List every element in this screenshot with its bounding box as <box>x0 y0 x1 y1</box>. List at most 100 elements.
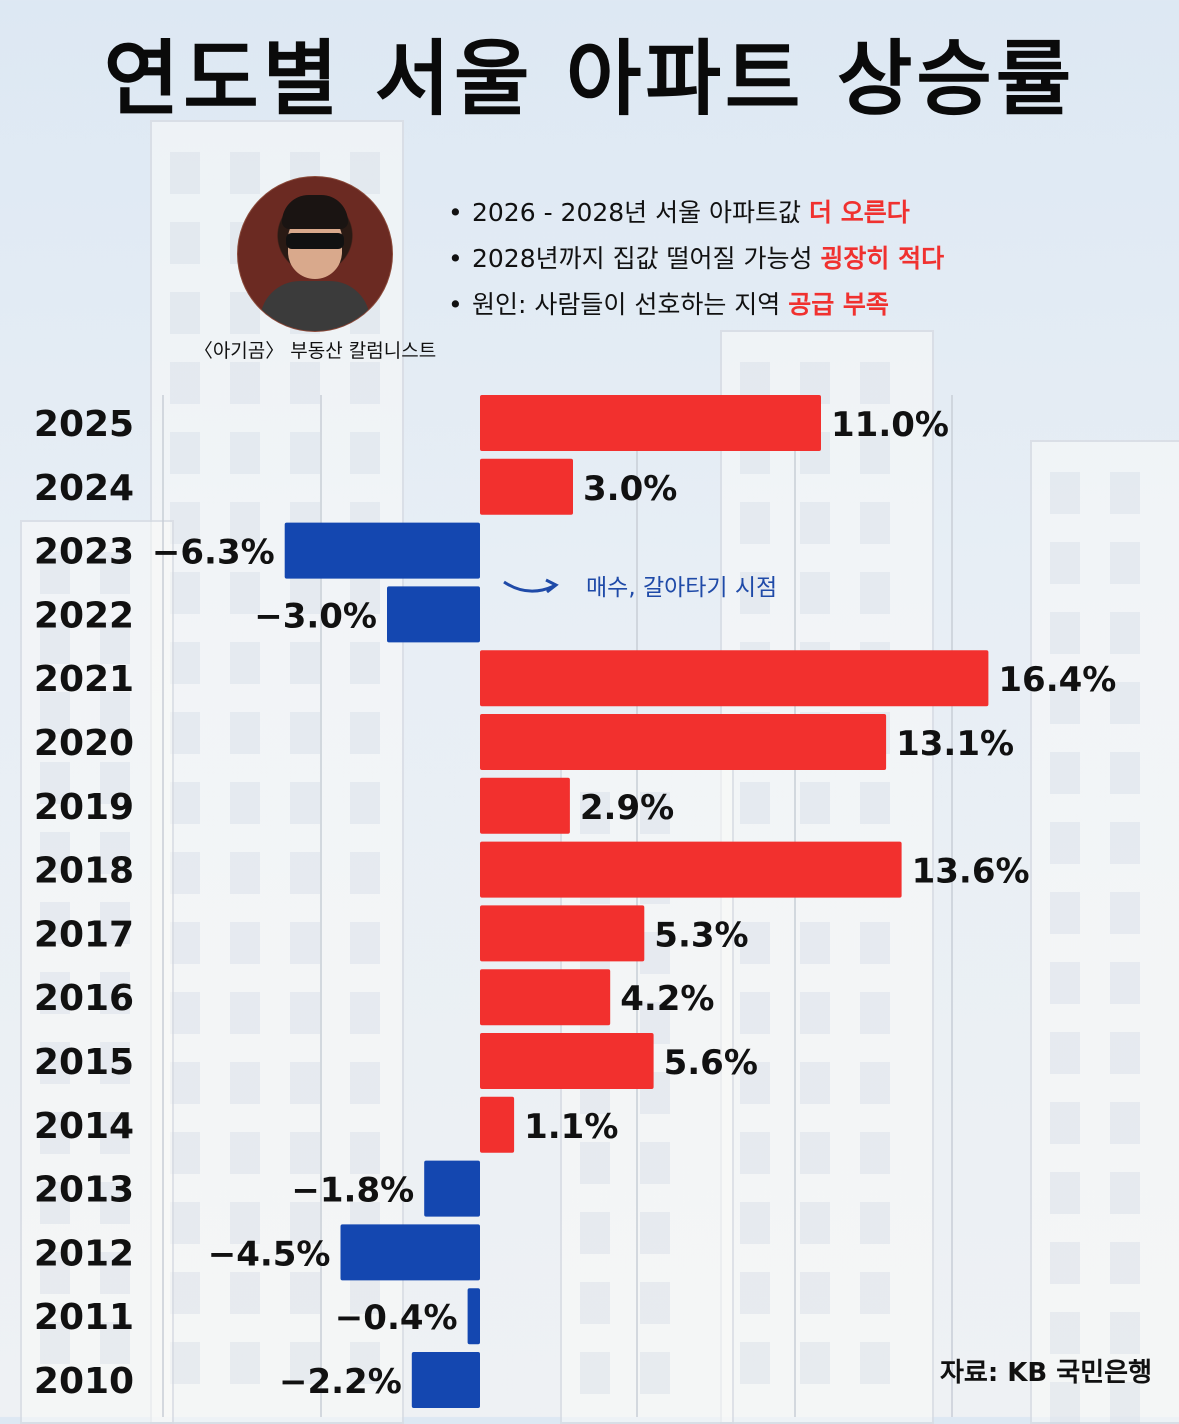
building-window <box>1110 1242 1140 1284</box>
bar-2010 <box>411 1352 480 1408</box>
building-window <box>290 572 320 614</box>
building-window <box>290 992 320 1034</box>
building-window <box>1050 822 1080 864</box>
bar-2025 <box>480 395 821 451</box>
value-label: −0.4% <box>335 1298 458 1338</box>
year-label: 2022 <box>34 595 134 636</box>
building-window <box>170 992 200 1034</box>
building-window <box>580 1282 610 1324</box>
value-label: 3.0% <box>583 469 677 509</box>
building-window <box>100 1042 130 1084</box>
building-window <box>170 1272 200 1314</box>
building-window <box>40 1252 70 1294</box>
building-window <box>290 782 320 824</box>
year-label: 2014 <box>34 1106 134 1147</box>
building-window <box>170 1202 200 1244</box>
building-window <box>580 1352 610 1394</box>
building-window <box>170 712 200 754</box>
value-label: 13.1% <box>896 724 1014 764</box>
building-window <box>860 572 890 614</box>
building-window <box>290 1342 320 1384</box>
building-window <box>580 792 610 834</box>
building-window <box>580 1142 610 1184</box>
building-window <box>290 362 320 404</box>
building-window <box>100 1182 130 1224</box>
key-points-list: • 2026 - 2028년 서울 아파트값 더 오른다 • 2028년까지 집값 … <box>448 190 944 328</box>
year-label: 2021 <box>34 659 134 700</box>
building-window <box>230 642 260 684</box>
value-label: −6.3% <box>152 533 275 573</box>
building-window <box>1050 962 1080 1004</box>
building-window <box>230 1132 260 1174</box>
building-window <box>1050 752 1080 794</box>
building-window <box>1050 682 1080 724</box>
building-window <box>230 152 260 194</box>
building-window <box>860 1342 890 1384</box>
building-window <box>740 922 770 964</box>
bar-2020 <box>480 714 887 770</box>
building-window <box>860 1202 890 1244</box>
building-window <box>40 832 70 874</box>
building-window <box>800 1272 830 1314</box>
building-window <box>1050 1242 1080 1284</box>
building-window <box>1110 752 1140 794</box>
building-window <box>230 572 260 614</box>
building-window <box>800 1342 830 1384</box>
building-window <box>860 1062 890 1104</box>
building-window <box>350 852 380 894</box>
building-window <box>1110 472 1140 514</box>
building-window <box>40 1112 70 1154</box>
value-label: 5.3% <box>654 915 748 955</box>
building-window <box>350 642 380 684</box>
bar-2019 <box>480 777 570 834</box>
building-window <box>1050 1102 1080 1144</box>
building-window <box>800 992 830 1034</box>
building-window <box>1050 472 1080 514</box>
background-building <box>1030 440 1179 1424</box>
building-window <box>100 552 130 594</box>
building-window <box>860 992 890 1034</box>
building-window <box>640 1212 670 1254</box>
building-window <box>740 1132 770 1174</box>
building-window <box>170 1062 200 1104</box>
building-window <box>170 362 200 404</box>
building-window <box>1110 1312 1140 1354</box>
building-window <box>640 1352 670 1394</box>
building-window <box>100 692 130 734</box>
bar-2023 <box>284 522 480 579</box>
building-window <box>740 1202 770 1244</box>
building-window <box>290 712 320 754</box>
building-window <box>1050 1032 1080 1074</box>
value-label: 4.2% <box>620 979 714 1019</box>
building-window <box>740 1062 770 1104</box>
year-label: 2024 <box>34 468 134 509</box>
building-window <box>1050 892 1080 934</box>
building-window <box>1050 1172 1080 1214</box>
building-window <box>170 432 200 474</box>
building-window <box>860 782 890 824</box>
building-window <box>800 502 830 544</box>
building-window <box>290 1132 320 1174</box>
building-window <box>40 1182 70 1224</box>
building-window <box>800 1132 830 1174</box>
building-window <box>40 552 70 594</box>
building-window <box>230 1062 260 1104</box>
bar-2022 <box>387 586 480 643</box>
building-window <box>170 852 200 894</box>
building-window <box>350 782 380 824</box>
year-label: 2016 <box>34 978 134 1019</box>
background-building <box>20 520 174 1424</box>
building-window <box>860 502 890 544</box>
building-window <box>800 922 830 964</box>
building-window <box>290 1202 320 1244</box>
building-window <box>40 972 70 1014</box>
building-window <box>100 972 130 1014</box>
value-label: −1.8% <box>291 1171 414 1211</box>
building-window <box>40 762 70 804</box>
building-window <box>350 992 380 1034</box>
columnist-avatar <box>237 176 393 332</box>
building-window <box>1050 612 1080 654</box>
building-window <box>350 362 380 404</box>
building-window <box>740 1342 770 1384</box>
